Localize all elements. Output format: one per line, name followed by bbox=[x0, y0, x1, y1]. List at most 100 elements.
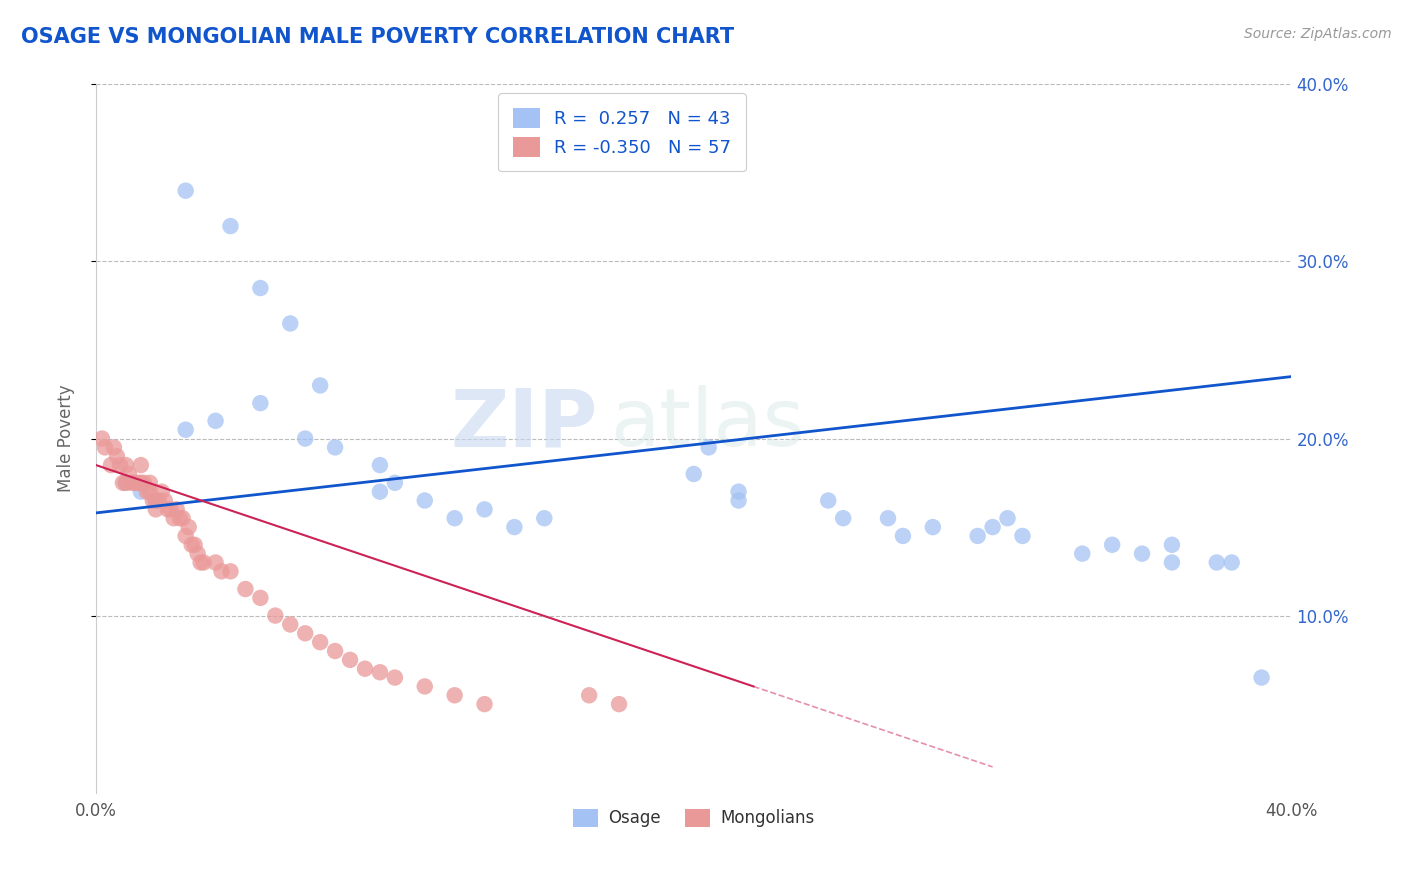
Point bbox=[103, 441, 125, 455]
Point bbox=[145, 493, 167, 508]
Point bbox=[111, 475, 134, 490]
Point bbox=[142, 493, 165, 508]
Point bbox=[1071, 547, 1094, 561]
Point bbox=[264, 608, 287, 623]
Point bbox=[190, 556, 212, 570]
Text: OSAGE VS MONGOLIAN MALE POVERTY CORRELATION CHART: OSAGE VS MONGOLIAN MALE POVERTY CORRELAT… bbox=[21, 27, 734, 46]
Point bbox=[1101, 538, 1123, 552]
Point bbox=[169, 511, 191, 525]
Point bbox=[235, 582, 257, 596]
Legend: Osage, Mongolians: Osage, Mongolians bbox=[567, 802, 821, 834]
Point bbox=[294, 432, 316, 446]
Point bbox=[100, 458, 122, 472]
Point bbox=[682, 467, 704, 481]
Point bbox=[139, 475, 162, 490]
Point bbox=[368, 458, 391, 472]
Point bbox=[174, 529, 197, 543]
Point bbox=[115, 475, 138, 490]
Point bbox=[877, 511, 900, 525]
Point bbox=[981, 520, 1004, 534]
Point bbox=[413, 680, 436, 694]
Point bbox=[607, 697, 630, 711]
Point bbox=[127, 475, 149, 490]
Point bbox=[1220, 556, 1243, 570]
Point bbox=[817, 493, 839, 508]
Point bbox=[91, 432, 114, 446]
Point bbox=[891, 529, 914, 543]
Point bbox=[1205, 556, 1227, 570]
Point bbox=[132, 475, 155, 490]
Point bbox=[145, 493, 167, 508]
Point bbox=[174, 184, 197, 198]
Text: Source: ZipAtlas.com: Source: ZipAtlas.com bbox=[1244, 27, 1392, 41]
Point bbox=[921, 520, 943, 534]
Point bbox=[193, 556, 215, 570]
Point bbox=[384, 671, 406, 685]
Point bbox=[533, 511, 555, 525]
Point bbox=[249, 396, 271, 410]
Point bbox=[503, 520, 526, 534]
Point bbox=[1250, 671, 1272, 685]
Point bbox=[118, 467, 141, 481]
Point bbox=[323, 644, 346, 658]
Point bbox=[148, 493, 170, 508]
Point bbox=[211, 565, 233, 579]
Point bbox=[727, 484, 749, 499]
Point bbox=[105, 449, 128, 463]
Point bbox=[174, 423, 197, 437]
Point bbox=[727, 493, 749, 508]
Point bbox=[354, 662, 377, 676]
Point bbox=[1161, 556, 1184, 570]
Point bbox=[966, 529, 988, 543]
Point bbox=[166, 502, 188, 516]
Point bbox=[1161, 538, 1184, 552]
Point bbox=[697, 441, 720, 455]
Point bbox=[323, 441, 346, 455]
Point bbox=[1130, 547, 1153, 561]
Point bbox=[121, 475, 143, 490]
Point bbox=[1011, 529, 1033, 543]
Point bbox=[94, 441, 117, 455]
Text: atlas: atlas bbox=[610, 385, 804, 463]
Point bbox=[413, 493, 436, 508]
Point bbox=[219, 565, 242, 579]
Point bbox=[294, 626, 316, 640]
Point bbox=[129, 484, 152, 499]
Point bbox=[180, 538, 202, 552]
Point bbox=[204, 556, 226, 570]
Point bbox=[183, 538, 205, 552]
Point bbox=[832, 511, 855, 525]
Point bbox=[309, 635, 332, 649]
Point bbox=[474, 502, 496, 516]
Point bbox=[219, 219, 242, 233]
Point bbox=[163, 511, 186, 525]
Point bbox=[384, 475, 406, 490]
Point bbox=[443, 688, 465, 702]
Point bbox=[172, 511, 194, 525]
Point bbox=[278, 317, 301, 331]
Point bbox=[368, 484, 391, 499]
Point bbox=[339, 653, 361, 667]
Point bbox=[177, 520, 200, 534]
Point bbox=[204, 414, 226, 428]
Point bbox=[309, 378, 332, 392]
Point bbox=[249, 591, 271, 605]
Point bbox=[124, 475, 146, 490]
Point bbox=[129, 458, 152, 472]
Point bbox=[115, 475, 138, 490]
Point bbox=[129, 475, 152, 490]
Point bbox=[578, 688, 600, 702]
Point bbox=[278, 617, 301, 632]
Text: ZIP: ZIP bbox=[451, 385, 598, 463]
Point bbox=[997, 511, 1019, 525]
Point bbox=[153, 493, 176, 508]
Point bbox=[474, 697, 496, 711]
Point bbox=[150, 484, 173, 499]
Point bbox=[368, 665, 391, 680]
Point bbox=[187, 547, 209, 561]
Y-axis label: Male Poverty: Male Poverty bbox=[58, 384, 75, 492]
Point bbox=[145, 502, 167, 516]
Point bbox=[159, 502, 181, 516]
Point bbox=[139, 484, 162, 499]
Point bbox=[443, 511, 465, 525]
